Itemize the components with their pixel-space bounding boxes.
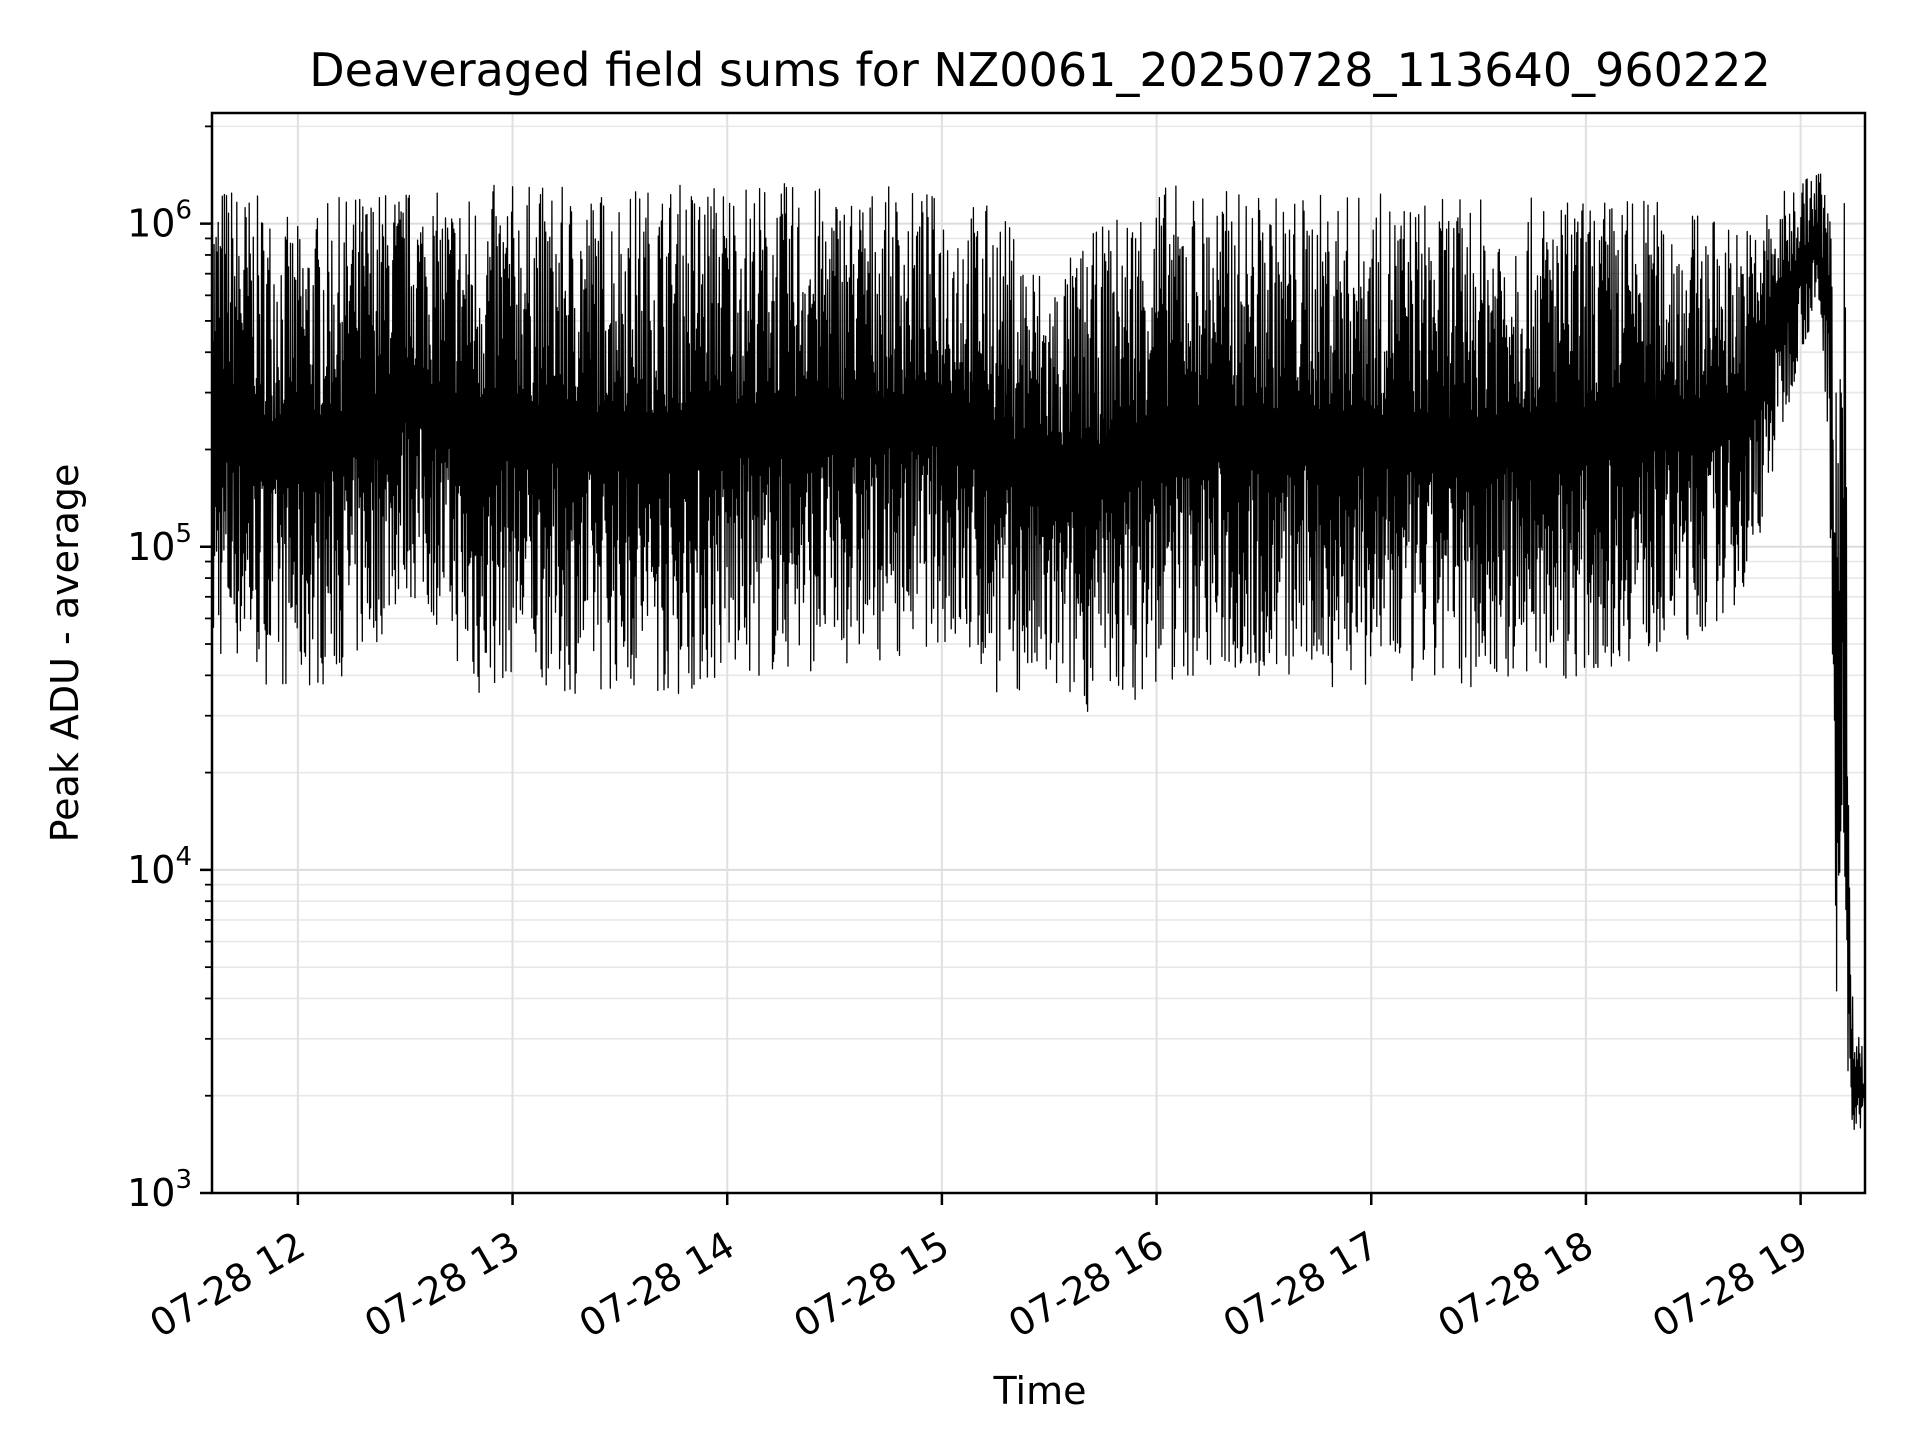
x-axis-label: Time xyxy=(993,1369,1087,1413)
y-axis: 103 104 105 106 xyxy=(127,125,212,1215)
chart-title: Deaveraged field sums for NZ0061_2025072… xyxy=(309,43,1770,97)
series-layer xyxy=(211,173,1866,1131)
y-tick-label: 106 xyxy=(127,196,192,246)
plot-frame xyxy=(210,111,1867,1195)
series-line xyxy=(211,173,1866,1131)
y-tick-label: 103 xyxy=(127,1165,192,1215)
y-tick-label: 104 xyxy=(127,842,192,892)
y-tick-label: 105 xyxy=(127,519,192,569)
y-axis-label: Peak ADU - average xyxy=(43,464,87,843)
